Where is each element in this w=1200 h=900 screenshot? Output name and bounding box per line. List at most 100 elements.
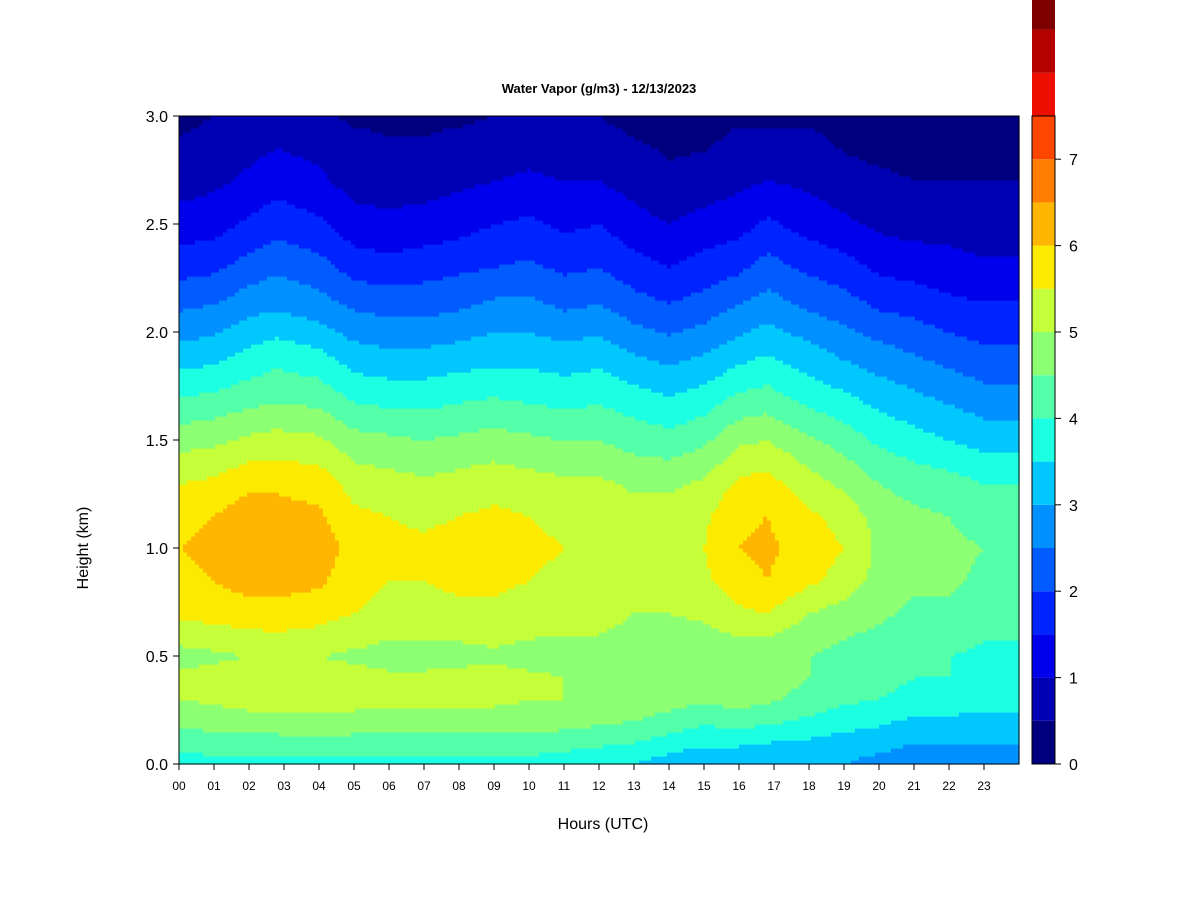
heatmap-cell (179, 348, 184, 353)
heatmap-cell (259, 240, 264, 245)
heatmap-cell (215, 316, 220, 321)
heatmap-cell (239, 280, 244, 285)
heatmap-cell (227, 420, 232, 425)
heatmap-cell (227, 440, 232, 445)
heatmap-cell (199, 428, 204, 433)
heatmap-cell (255, 680, 260, 685)
heatmap-cell (179, 276, 184, 281)
heatmap-cell (191, 488, 196, 493)
heatmap-cell (231, 416, 236, 421)
heatmap-cell (283, 160, 288, 165)
heatmap-cell (243, 276, 248, 281)
heatmap-cell (235, 696, 240, 701)
heatmap-cell (203, 424, 208, 429)
heatmap-cell (291, 244, 296, 249)
heatmap-cell (199, 664, 204, 669)
heatmap-cell (255, 416, 260, 421)
heatmap-cell (215, 640, 220, 645)
heatmap-cell (255, 284, 260, 289)
heatmap-cell (187, 616, 192, 621)
heatmap-cell (179, 504, 184, 509)
heatmap-cell (239, 300, 244, 305)
heatmap-cell (279, 352, 284, 357)
heatmap-cell (231, 524, 236, 529)
heatmap-cell (291, 144, 296, 149)
heatmap-cell (239, 392, 244, 397)
heatmap-cell (227, 188, 232, 193)
heatmap-cell (179, 224, 184, 229)
heatmap-cell (247, 692, 252, 697)
heatmap-cell (275, 288, 280, 293)
heatmap-cell (215, 308, 220, 313)
heatmap-cell (247, 476, 252, 481)
heatmap-cell (187, 448, 192, 453)
heatmap-cell (271, 728, 276, 733)
heatmap-cell (271, 192, 276, 197)
heatmap-cell (219, 548, 224, 553)
heatmap-cell (223, 256, 228, 261)
heatmap-cell (199, 204, 204, 209)
heatmap-cell (239, 204, 244, 209)
heatmap-cell (219, 744, 224, 749)
heatmap-cell (247, 132, 252, 137)
heatmap-cell (235, 456, 240, 461)
heatmap-cell (243, 380, 248, 385)
heatmap-cell (179, 316, 184, 321)
heatmap-cell (255, 240, 260, 245)
heatmap-cell (219, 388, 224, 393)
heatmap-cell (223, 408, 228, 413)
heatmap-cell (211, 300, 216, 305)
heatmap-cell (299, 340, 304, 345)
heatmap-cell (295, 208, 300, 213)
heatmap-cell (179, 444, 184, 449)
heatmap-cell (179, 176, 184, 181)
heatmap-cell (267, 484, 272, 489)
heatmap-cell (239, 172, 244, 177)
heatmap-cell (203, 244, 208, 249)
heatmap-cell (279, 212, 284, 217)
heatmap-cell (251, 388, 256, 393)
heatmap-cell (251, 564, 256, 569)
heatmap-cell (279, 436, 284, 441)
heatmap-cell (219, 480, 224, 485)
heatmap-cell (203, 440, 208, 445)
heatmap-cell (179, 724, 184, 729)
heatmap-cell (239, 128, 244, 133)
heatmap-cell (263, 120, 268, 125)
heatmap-cell (183, 324, 188, 329)
heatmap-cell (271, 716, 276, 721)
heatmap-cell (291, 580, 296, 585)
heatmap-cell (251, 160, 256, 165)
heatmap-cell (255, 736, 260, 741)
heatmap-cell (239, 744, 244, 749)
heatmap-cell (279, 604, 284, 609)
heatmap-cell (231, 464, 236, 469)
heatmap-cell (243, 132, 248, 137)
heatmap-cell (271, 536, 276, 541)
heatmap-cell (191, 316, 196, 321)
heatmap-cell (183, 564, 188, 569)
heatmap-cell (283, 544, 288, 549)
heatmap-cell (251, 324, 256, 329)
heatmap-cell (187, 352, 192, 357)
heatmap-cell (247, 612, 252, 617)
heatmap-cell (215, 624, 220, 629)
heatmap-cell (259, 652, 264, 657)
heatmap-cell (275, 736, 280, 741)
heatmap-cell (227, 168, 232, 173)
heatmap-cell (291, 156, 296, 161)
heatmap-cell (223, 612, 228, 617)
heatmap-cell (291, 560, 296, 565)
heatmap-cell (299, 256, 304, 261)
heatmap-cell (199, 248, 204, 253)
heatmap-cell (199, 616, 204, 621)
heatmap-cell (267, 536, 272, 541)
heatmap-cell (211, 736, 216, 741)
heatmap-cell (259, 320, 264, 325)
heatmap-cell (239, 516, 244, 521)
heatmap-cell (179, 372, 184, 377)
heatmap-cell (255, 364, 260, 369)
heatmap-cell (239, 288, 244, 293)
heatmap-cell (207, 472, 212, 477)
heatmap-cell (219, 356, 224, 361)
